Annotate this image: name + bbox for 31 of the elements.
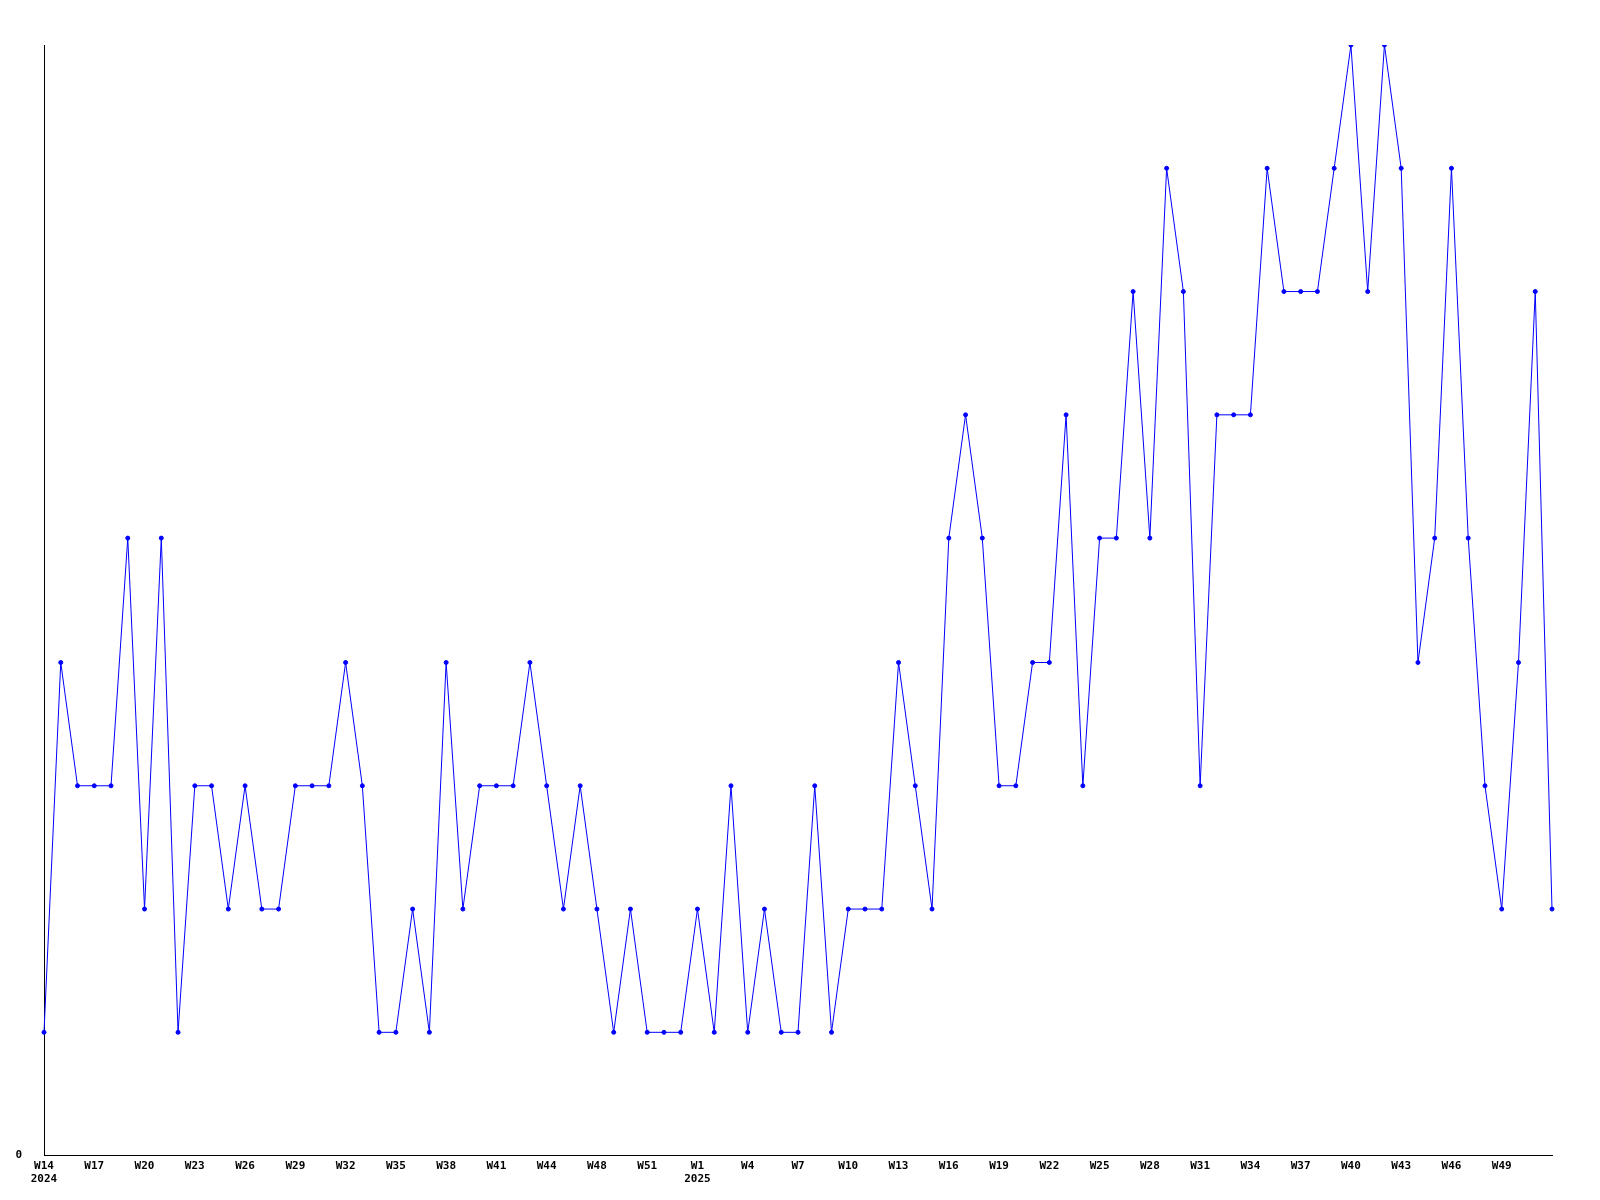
x-tick-label: W13 — [888, 1159, 909, 1173]
x-tick-label: W20 — [134, 1159, 155, 1173]
x-tick-label: W32 — [335, 1159, 356, 1173]
x-tick-label: W28 — [1139, 1159, 1160, 1173]
x-tick-label: W29 — [285, 1159, 306, 1173]
x-tick-label: W43 — [1391, 1159, 1412, 1173]
x-tick-label: W25 — [1089, 1159, 1110, 1173]
x-tick-label: W38 — [436, 1159, 457, 1173]
x-tick-label: W14 2024 — [30, 1159, 58, 1186]
x-tick-label: W40 — [1341, 1159, 1361, 1173]
x-tick-label: W7 — [791, 1159, 805, 1173]
x-tick-label: W44 — [536, 1159, 557, 1173]
x-tick-label: W34 — [1240, 1159, 1261, 1173]
x-tick-label: W23 — [184, 1159, 205, 1173]
x-tick-label: W19 — [989, 1159, 1009, 1173]
x-tick-label: W51 — [637, 1159, 658, 1173]
x-tick-label: W48 — [587, 1159, 607, 1173]
x-tick-label: W16 — [938, 1159, 960, 1173]
x-tick-label: W10 — [838, 1159, 859, 1173]
x-tick-label: W22 — [1039, 1159, 1060, 1173]
x-tick-label: W35 — [385, 1159, 406, 1173]
x-tick-label: W37 — [1290, 1159, 1311, 1173]
x-tick-label: W31 — [1190, 1159, 1211, 1173]
x-tick-label: W26 — [235, 1159, 256, 1173]
text: 0 — [15, 1148, 22, 1162]
x-tick-label: W17 — [84, 1159, 105, 1173]
x-tick-label: W4 — [741, 1159, 755, 1173]
x-tick-label: W1 2025 — [684, 1159, 711, 1186]
x-tick-label: W41 — [486, 1159, 507, 1173]
x-tick-label: W46 — [1441, 1159, 1462, 1173]
x-tick-label: W49 — [1491, 1159, 1512, 1173]
